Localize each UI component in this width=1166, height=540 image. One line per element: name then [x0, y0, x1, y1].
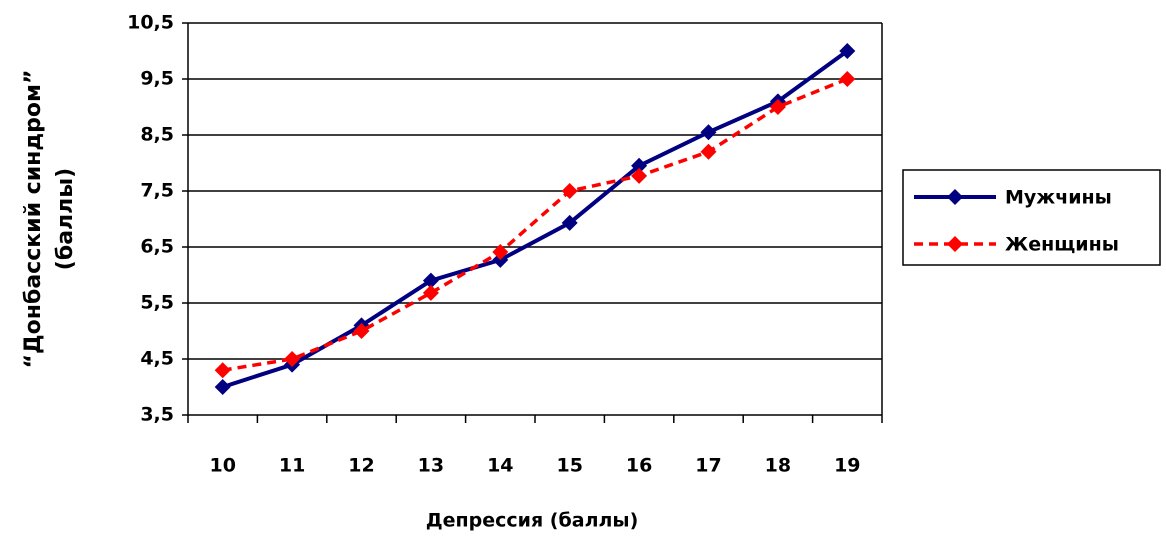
- y-tick-label: 5,5: [140, 292, 174, 314]
- legend-marker: [947, 236, 963, 252]
- legend-marker: [947, 189, 963, 205]
- data-point: [769, 99, 786, 115]
- data-point: [631, 167, 648, 184]
- x-tick-label: 19: [834, 455, 860, 477]
- y-axis-title: (баллы): [53, 168, 78, 270]
- y-tick-label: 8,5: [140, 124, 174, 146]
- x-tick-label: 11: [279, 455, 305, 477]
- legend-box: [902, 169, 1161, 266]
- data-point: [214, 379, 231, 395]
- x-tick-label: 14: [487, 455, 513, 477]
- data-point: [492, 244, 509, 261]
- series-line: [222, 77, 848, 372]
- y-tick-label: 4,5: [140, 348, 174, 370]
- data-point: [839, 71, 856, 87]
- x-tick-label: 15: [556, 455, 582, 477]
- y-tick-label: 7,5: [140, 180, 174, 202]
- data-point: [353, 323, 370, 339]
- x-tick-label: 17: [695, 455, 721, 477]
- data-point: [561, 183, 578, 199]
- data-point: [700, 124, 717, 141]
- data-point: [700, 143, 717, 160]
- y-tick-label: 3,5: [140, 404, 174, 426]
- x-tick-label: 10: [209, 455, 235, 477]
- x-tick-label: 13: [418, 455, 444, 477]
- legend-label: Женщины: [1005, 234, 1119, 256]
- series-line: [222, 49, 849, 389]
- y-tick-label: 10,5: [127, 12, 174, 34]
- x-axis-title: Депрессия (баллы): [426, 510, 639, 532]
- y-tick-label: 6,5: [140, 236, 174, 258]
- data-point: [422, 284, 439, 301]
- data-point: [422, 272, 439, 289]
- y-tick-label: 9,5: [140, 68, 174, 90]
- data-point: [631, 157, 648, 174]
- data-point: [839, 43, 856, 59]
- legend-label: Мужчины: [1005, 187, 1112, 209]
- y-axis-title: “Донбасский синдром”: [21, 70, 46, 369]
- data-point: [561, 214, 578, 231]
- x-tick-label: 16: [626, 455, 652, 477]
- x-tick-label: 12: [348, 455, 374, 477]
- data-point: [214, 362, 231, 379]
- data-point: [284, 351, 301, 367]
- x-tick-label: 18: [765, 455, 791, 477]
